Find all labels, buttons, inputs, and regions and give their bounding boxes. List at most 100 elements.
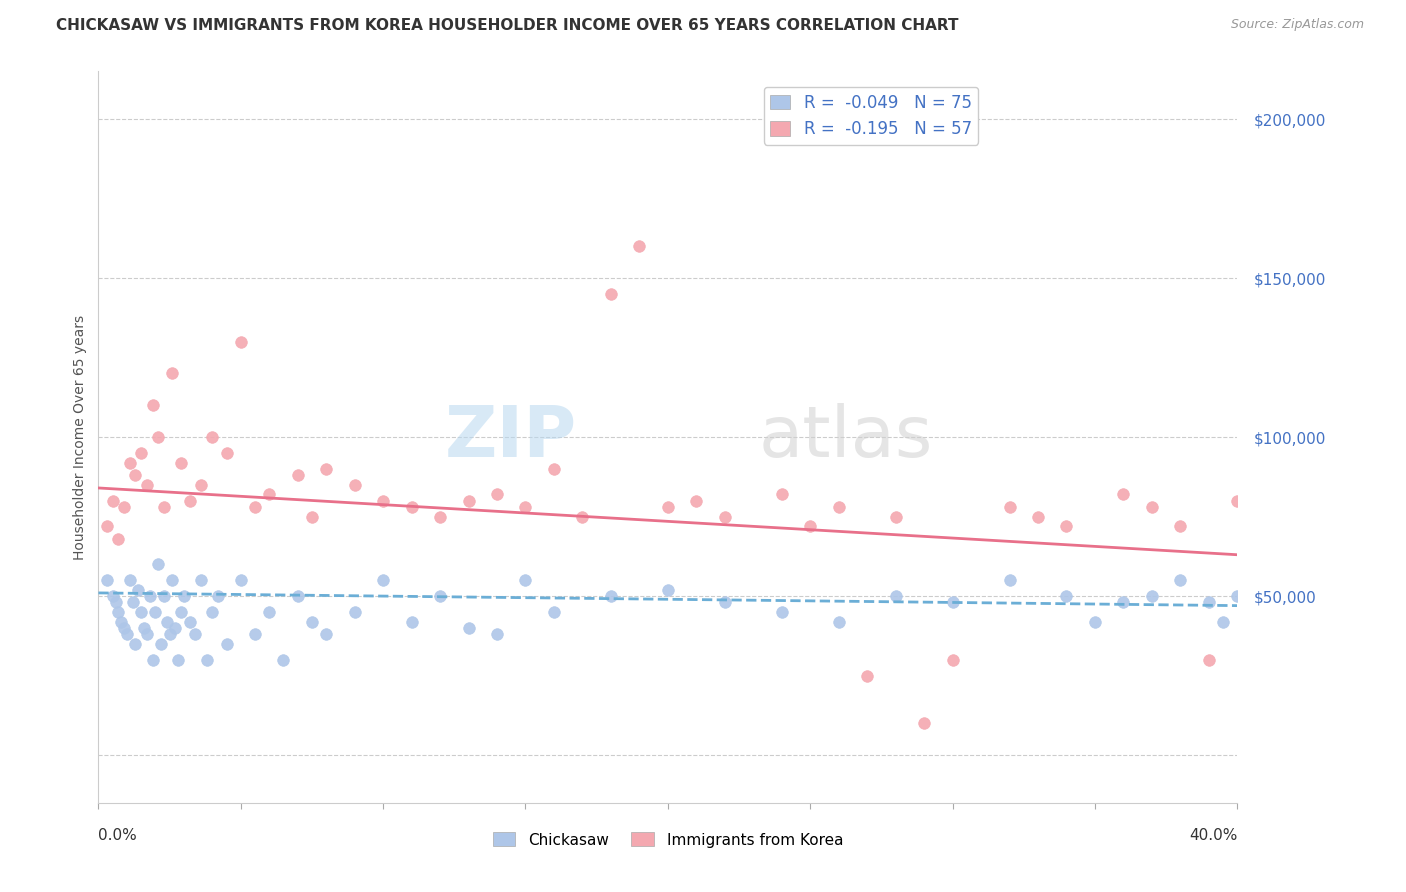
Point — [190, 573, 212, 587]
Point — [998, 573, 1021, 587]
Point — [135, 477, 157, 491]
Point — [1056, 589, 1078, 603]
Point — [315, 627, 337, 641]
Point — [148, 430, 170, 444]
Point — [107, 532, 129, 546]
Point — [195, 653, 218, 667]
Point — [657, 582, 679, 597]
Point — [657, 500, 679, 514]
Point — [343, 605, 366, 619]
Point — [685, 493, 707, 508]
Point — [115, 627, 138, 641]
Point — [1254, 500, 1277, 514]
Text: 0.0%: 0.0% — [98, 829, 138, 843]
Point — [1368, 525, 1391, 540]
Point — [301, 615, 323, 629]
Point — [229, 334, 252, 349]
Point — [173, 589, 195, 603]
Text: CHICKASAW VS IMMIGRANTS FROM KOREA HOUSEHOLDER INCOME OVER 65 YEARS CORRELATION : CHICKASAW VS IMMIGRANTS FROM KOREA HOUSE… — [56, 18, 959, 33]
Point — [190, 477, 212, 491]
Point — [600, 589, 623, 603]
Point — [287, 468, 309, 483]
Point — [486, 627, 509, 641]
Point — [162, 367, 184, 381]
Point — [112, 500, 135, 514]
Point — [515, 500, 537, 514]
Point — [110, 615, 132, 629]
Point — [429, 589, 451, 603]
Point — [1198, 653, 1220, 667]
Point — [141, 653, 163, 667]
Point — [429, 509, 451, 524]
Point — [112, 621, 135, 635]
Point — [1226, 493, 1249, 508]
Point — [96, 573, 118, 587]
Point — [457, 493, 479, 508]
Point — [201, 605, 224, 619]
Point — [1284, 509, 1306, 524]
Point — [1112, 595, 1135, 609]
Point — [1198, 595, 1220, 609]
Point — [942, 595, 965, 609]
Point — [287, 589, 309, 603]
Text: ZIP: ZIP — [444, 402, 576, 472]
Point — [1084, 615, 1107, 629]
Point — [998, 500, 1021, 514]
Point — [1212, 615, 1234, 629]
Point — [215, 637, 238, 651]
Point — [543, 462, 565, 476]
Point — [273, 653, 295, 667]
Point — [153, 589, 176, 603]
Point — [159, 627, 181, 641]
Point — [104, 595, 127, 609]
Point — [259, 487, 281, 501]
Point — [229, 573, 252, 587]
Point — [770, 487, 793, 501]
Point — [401, 500, 423, 514]
Text: 40.0%: 40.0% — [1189, 829, 1237, 843]
Point — [600, 287, 623, 301]
Point — [301, 509, 323, 524]
Point — [942, 653, 965, 667]
Point — [543, 605, 565, 619]
Point — [127, 582, 149, 597]
Point — [714, 509, 737, 524]
Point — [259, 605, 281, 619]
Text: atlas: atlas — [759, 402, 934, 472]
Point — [714, 595, 737, 609]
Point — [828, 615, 851, 629]
Point — [315, 462, 337, 476]
Point — [1140, 500, 1163, 514]
Point — [215, 446, 238, 460]
Point — [138, 589, 160, 603]
Point — [179, 493, 201, 508]
Point — [856, 668, 879, 682]
Text: Source: ZipAtlas.com: Source: ZipAtlas.com — [1230, 18, 1364, 31]
Point — [828, 500, 851, 514]
Point — [148, 558, 170, 572]
Y-axis label: Householder Income Over 65 years: Householder Income Over 65 years — [73, 315, 87, 559]
Point — [135, 627, 157, 641]
Point — [129, 605, 152, 619]
Point — [132, 621, 155, 635]
Point — [1312, 519, 1334, 533]
Point — [1340, 668, 1362, 682]
Point — [129, 446, 152, 460]
Point — [884, 509, 907, 524]
Point — [401, 615, 423, 629]
Point — [343, 477, 366, 491]
Point — [118, 573, 141, 587]
Point — [162, 573, 184, 587]
Point — [121, 595, 143, 609]
Point — [770, 605, 793, 619]
Legend: Chickasaw, Immigrants from Korea: Chickasaw, Immigrants from Korea — [486, 826, 849, 854]
Point — [1226, 589, 1249, 603]
Point — [207, 589, 229, 603]
Point — [1112, 487, 1135, 501]
Point — [201, 430, 224, 444]
Point — [371, 493, 394, 508]
Point — [170, 605, 193, 619]
Point — [515, 573, 537, 587]
Point — [243, 627, 266, 641]
Point — [571, 509, 593, 524]
